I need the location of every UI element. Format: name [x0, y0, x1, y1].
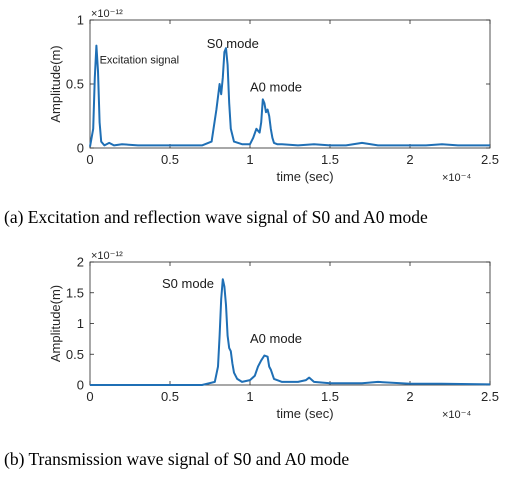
- x-tick-label: 0: [86, 152, 93, 167]
- series-line: [89, 44, 490, 147]
- x-tick-label: 1: [246, 389, 253, 404]
- y-axis-multiplier: ×10⁻¹²: [91, 8, 123, 20]
- y-axis-multiplier: ×10⁻¹²: [91, 250, 123, 262]
- x-tick-label: 2.5: [481, 152, 499, 167]
- x-tick-label: 0.5: [161, 152, 179, 167]
- x-tick-label: 2: [406, 152, 413, 167]
- x-axis-multiplier: ×10⁻⁴: [442, 172, 471, 184]
- annotation-label: A0 mode: [250, 331, 302, 346]
- y-tick-label: 1.5: [66, 285, 84, 300]
- x-tick-label: 0: [86, 389, 93, 404]
- y-axis-label: Amplitude(m): [48, 285, 63, 362]
- plot-area-box: [89, 261, 491, 386]
- x-axis-multiplier: ×10⁻⁴: [442, 409, 471, 421]
- y-tick-label: 0.5: [66, 77, 84, 92]
- annotation-label: S0 mode: [207, 36, 259, 51]
- annotation-label: S0 mode: [162, 276, 214, 291]
- caption-panel-b: (b) Transmission wave signal of S0 and A…: [4, 449, 350, 469]
- series-line: [90, 278, 491, 386]
- chart-panel-a: 0 0.5 1 1.5 2 2.5 0 0.5 1 time (sec) Amplitude(m) ×…: [48, 8, 499, 184]
- x-tick-label: 2.5: [481, 389, 499, 404]
- annotation-label: Excitation signal: [100, 55, 180, 67]
- y-axis-label: Amplitude(m): [48, 45, 63, 122]
- chart-panel-b: 0 0.5 1 1.5 2 2.5 0 0.5 1 1.5 2 time (sec) Amplitude…: [48, 250, 499, 421]
- x-tick-label: 0.5: [161, 389, 179, 404]
- x-axis-label: time (sec): [276, 169, 333, 184]
- y-tick-label: 2: [77, 255, 84, 270]
- y-tick-label: 0: [77, 141, 84, 156]
- caption-panel-a: (a) Excitation and reflection wave signa…: [4, 207, 428, 227]
- annotation-label: A0 mode: [250, 80, 302, 95]
- x-tick-label: 1.5: [321, 389, 339, 404]
- x-tick-label: 2: [406, 389, 413, 404]
- y-tick-label: 0.5: [66, 347, 84, 362]
- y-tick-label: 0: [77, 378, 84, 393]
- y-tick-label: 1: [77, 316, 84, 331]
- y-tick-label: 1: [77, 13, 84, 28]
- x-tick-label: 1: [246, 152, 253, 167]
- x-tick-label: 1.5: [321, 152, 339, 167]
- x-axis-label: time (sec): [276, 406, 333, 421]
